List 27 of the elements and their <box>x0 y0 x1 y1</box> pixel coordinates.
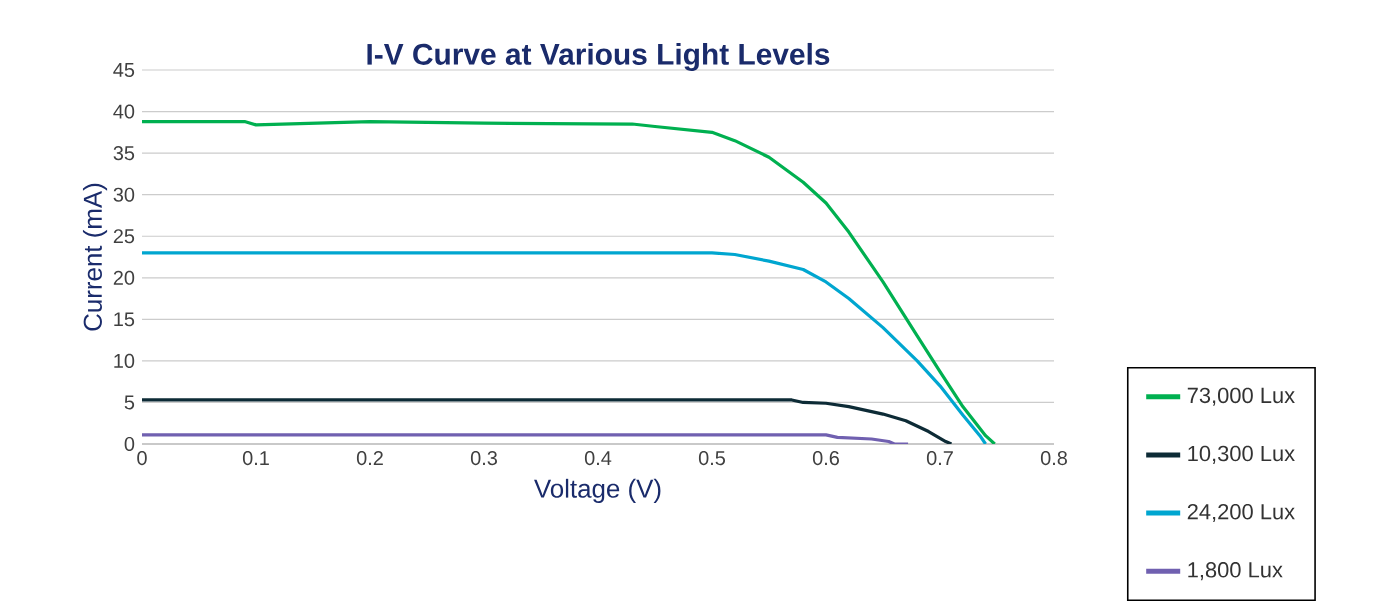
y-tick-label: 5 <box>124 395 135 410</box>
y-tick-label: 20 <box>113 270 135 285</box>
legend-label: 1,800 Lux <box>1188 562 1283 581</box>
y-tick-label: 30 <box>113 187 135 202</box>
y-tick-label: 15 <box>114 312 135 327</box>
legend-label: 24,200 Lux <box>1187 503 1295 523</box>
chart-title: I-V Curve at Various Light Levels <box>367 42 830 71</box>
x-axis-title: Voltage (V) <box>534 478 661 503</box>
x-tick-label: 0.6 <box>812 451 839 466</box>
y-tick-label: 40 <box>113 104 135 119</box>
y-tick-label: 45 <box>113 63 135 77</box>
x-tick-label: 0.8 <box>1040 451 1067 466</box>
x-tick-label: 0.5 <box>698 451 726 466</box>
x-tick-label: 0.4 <box>584 451 612 466</box>
x-tick-label: 0 <box>137 451 147 466</box>
y-tick-label: 0 <box>124 436 135 452</box>
x-tick-label: 0.3 <box>470 451 497 466</box>
y-tick-label: 35 <box>113 146 135 161</box>
x-tick-label: 0.1 <box>242 451 269 466</box>
legend-label: 10,300 Lux <box>1188 445 1295 464</box>
y-axis-title: Current (mA) <box>82 183 108 331</box>
legend-label: 73,000 Lux <box>1187 387 1295 406</box>
x-tick-label: 0.7 <box>926 451 953 466</box>
y-tick-label: 25 <box>113 229 135 244</box>
line-series <box>142 119 997 444</box>
x-tick-label: 0.2 <box>356 451 383 466</box>
y-tick-label: 10 <box>114 353 135 368</box>
